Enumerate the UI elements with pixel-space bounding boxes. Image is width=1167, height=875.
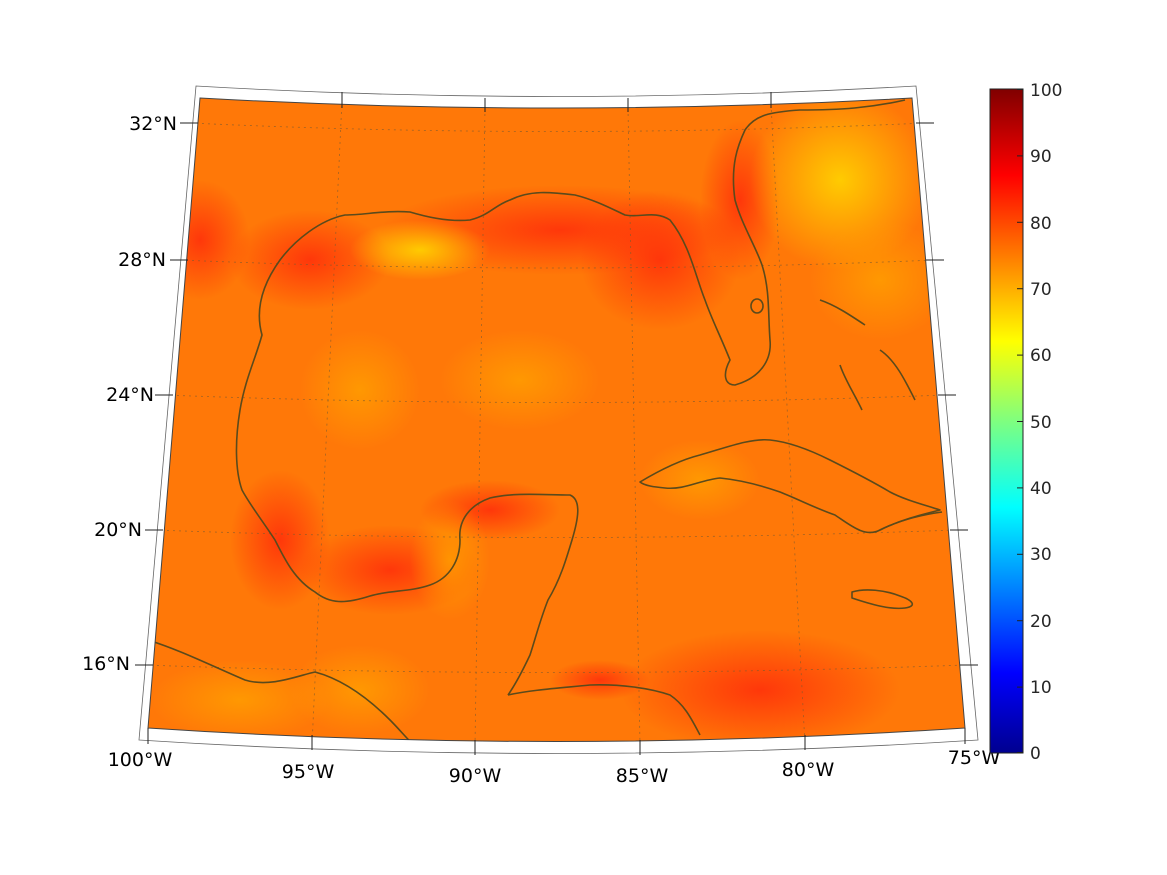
lat-label: 16°N bbox=[82, 653, 130, 675]
frame-ticks bbox=[135, 92, 978, 755]
latitude-labels: 32°N 28°N 24°N 20°N 16°N bbox=[82, 113, 177, 675]
data-field bbox=[148, 98, 965, 742]
colorbar-tick-label: 70 bbox=[1030, 280, 1052, 300]
colorbar-tick-label: 50 bbox=[1030, 413, 1052, 433]
colorbar-tick-label: 60 bbox=[1030, 346, 1052, 366]
colorbar-tick-label: 40 bbox=[1030, 479, 1052, 499]
colorbar-tick-label: 20 bbox=[1030, 612, 1052, 632]
colorbar-ticks bbox=[1017, 89, 1023, 753]
colorbar-tick-label: 30 bbox=[1030, 545, 1052, 565]
colorbar-tick-label: 10 bbox=[1030, 678, 1052, 698]
lon-label: 75°W bbox=[948, 747, 1001, 769]
coastlines bbox=[148, 99, 943, 742]
lon-label: 80°W bbox=[782, 759, 835, 781]
map-frame bbox=[138, 85, 979, 754]
lat-label: 28°N bbox=[118, 249, 166, 271]
colorbar-tick-label: 0 bbox=[1030, 744, 1041, 764]
lat-label: 32°N bbox=[129, 113, 177, 135]
longitude-labels: 100°W 95°W 90°W 85°W 80°W 75°W bbox=[108, 747, 1001, 787]
lon-label: 100°W bbox=[108, 749, 173, 771]
colorbar-tick-label: 100 bbox=[1030, 81, 1062, 101]
lat-label: 24°N bbox=[106, 384, 154, 406]
lon-label: 90°W bbox=[449, 765, 502, 787]
colorbar-tick-label: 90 bbox=[1030, 147, 1052, 167]
colorbar-tick-label: 80 bbox=[1030, 214, 1052, 234]
lat-label: 20°N bbox=[94, 519, 142, 541]
colorbar: 100 90 80 70 60 50 40 30 20 10 0 bbox=[989, 81, 1062, 764]
lon-label: 95°W bbox=[282, 761, 335, 783]
lon-label: 85°W bbox=[616, 765, 669, 787]
